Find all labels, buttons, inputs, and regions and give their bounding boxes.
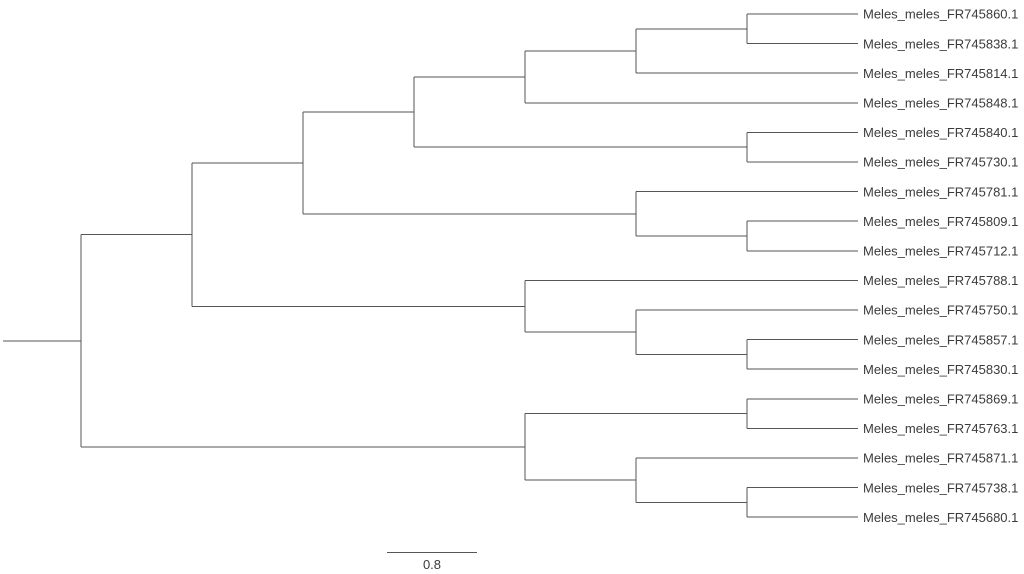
taxon-label: Meles_meles_FR745788.1 <box>863 273 1018 288</box>
taxon-label: Meles_meles_FR745781.1 <box>863 184 1018 199</box>
taxon-label: Meles_meles_FR745814.1 <box>863 66 1018 81</box>
taxon-label: Meles_meles_FR745848.1 <box>863 95 1018 110</box>
scale-bar: 0.8 <box>387 552 477 572</box>
taxon-label: Meles_meles_FR745857.1 <box>863 332 1018 347</box>
taxon-label: Meles_meles_FR745840.1 <box>863 125 1018 140</box>
taxon-label: Meles_meles_FR745763.1 <box>863 421 1018 436</box>
tree-branches <box>3 13 858 518</box>
taxon-labels: Meles_meles_FR745860.1 Meles_meles_FR7458… <box>863 7 1018 525</box>
scale-bar-label: 0.8 <box>423 557 441 572</box>
taxon-label: Meles_meles_FR745809.1 <box>863 214 1018 229</box>
taxon-label: Meles_meles_FR745838.1 <box>863 36 1018 51</box>
taxon-label: Meles_meles_FR745860.1 <box>863 7 1018 22</box>
taxon-label: Meles_meles_FR745830.1 <box>863 362 1018 377</box>
taxon-label: Meles_meles_FR745869.1 <box>863 391 1018 406</box>
taxon-label: Meles_meles_FR745712.1 <box>863 243 1018 258</box>
taxon-label: Meles_meles_FR745871.1 <box>863 451 1018 466</box>
taxon-label: Meles_meles_FR745680.1 <box>863 510 1018 525</box>
taxon-label: Meles_meles_FR745750.1 <box>863 303 1018 318</box>
taxon-label: Meles_meles_FR745738.1 <box>863 480 1018 495</box>
taxon-label: Meles_meles_FR745730.1 <box>863 155 1018 170</box>
